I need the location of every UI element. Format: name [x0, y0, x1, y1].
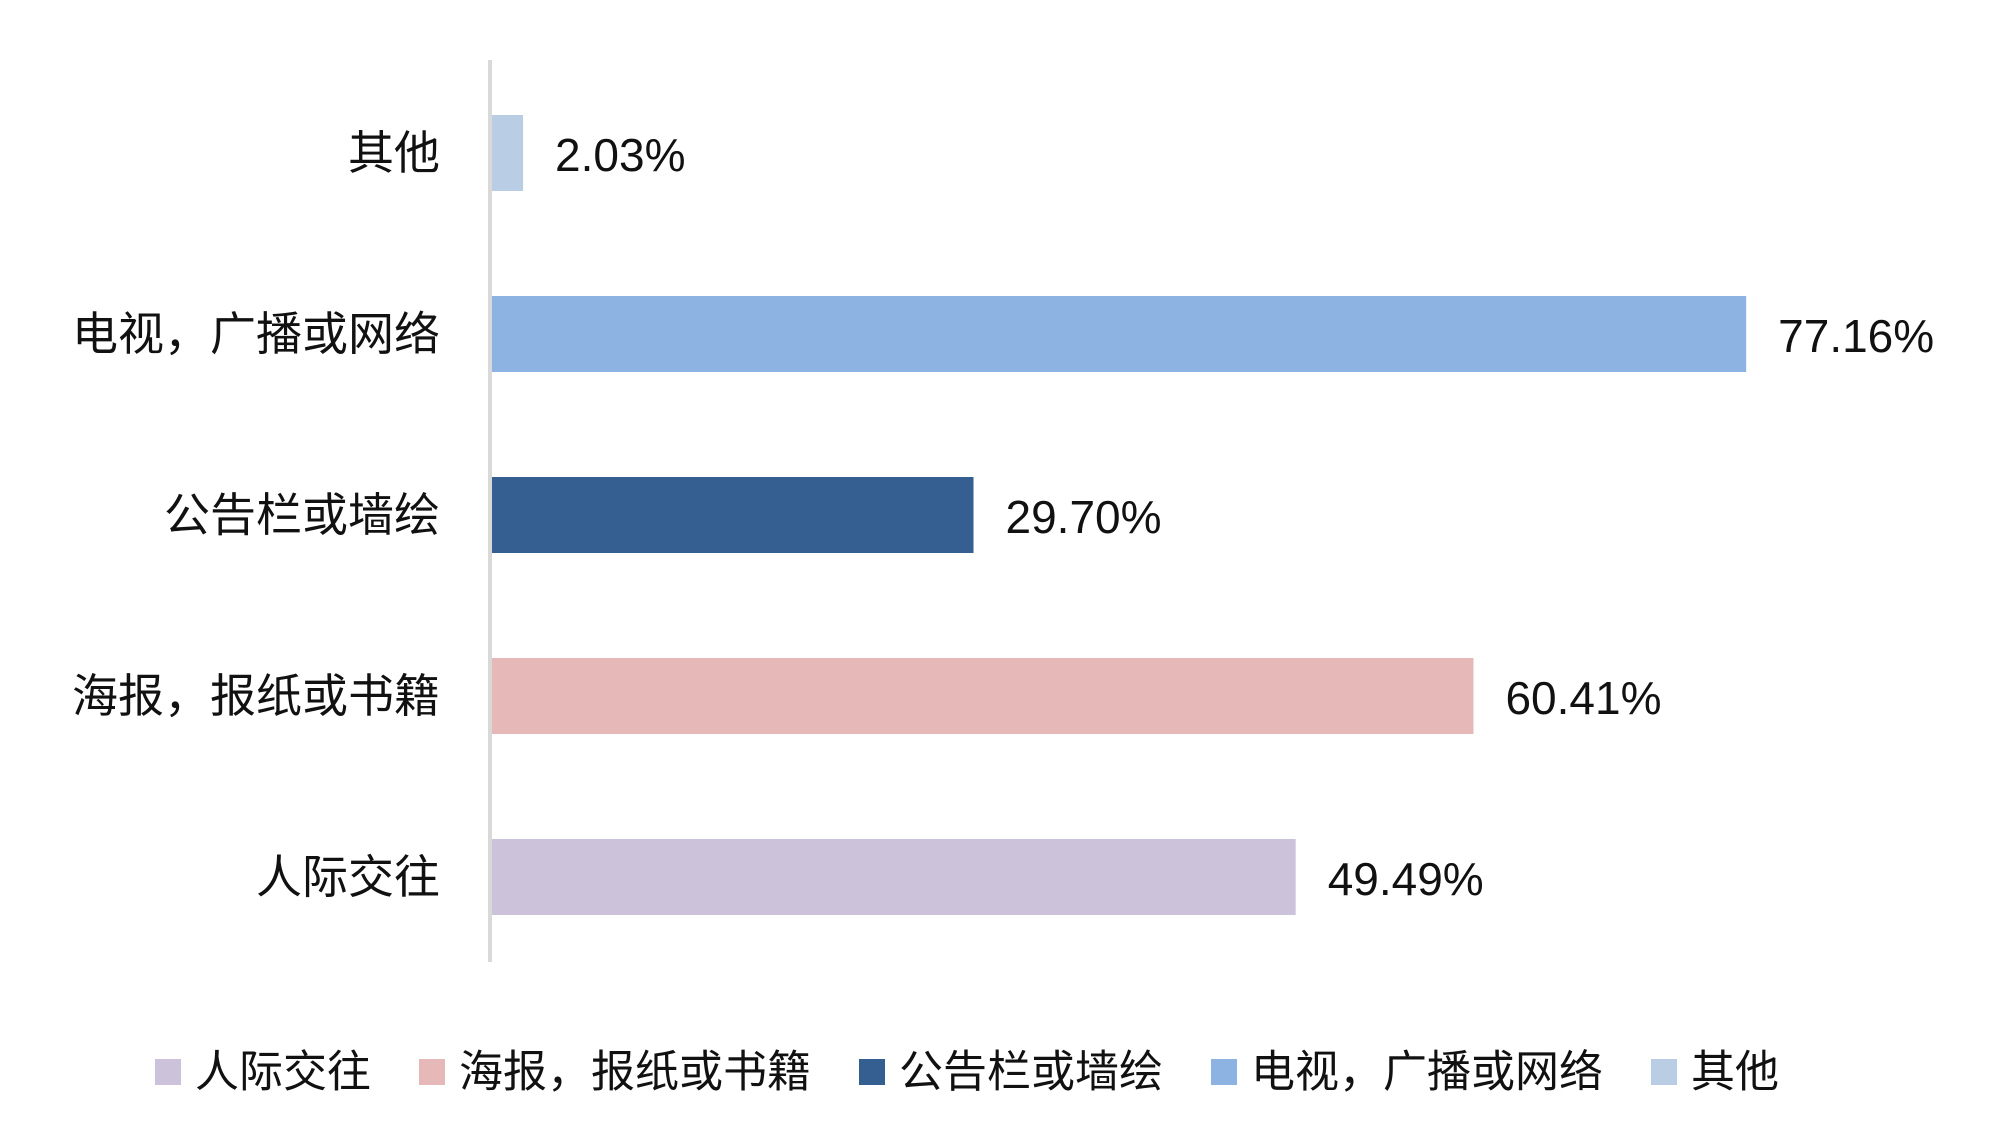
- data-label: 29.70%: [1006, 491, 1162, 543]
- category-label: 其他: [348, 126, 440, 180]
- legend-marker: [155, 1059, 181, 1085]
- category-label: 海报，报纸或书籍: [72, 669, 440, 723]
- category-label: 公告栏或墙绘: [164, 488, 440, 542]
- legend-label: 公告栏或墙绘: [899, 1047, 1163, 1098]
- legend-label: 海报，报纸或书籍: [459, 1047, 811, 1098]
- data-label: 77.16%: [1778, 310, 1934, 362]
- legend: 人际交往 海报，报纸或书籍 公告栏或墙绘 电视，广播或网络 其他: [155, 1047, 1779, 1098]
- legend-label: 人际交往: [195, 1047, 371, 1098]
- legend-marker: [859, 1059, 885, 1085]
- legend-marker: [1211, 1059, 1237, 1085]
- legend-marker: [1651, 1059, 1677, 1085]
- data-label: 49.49%: [1328, 853, 1484, 905]
- bar-3: [490, 477, 974, 553]
- category-label: 电视，广播或网络: [72, 307, 440, 361]
- legend-label: 电视，广播或网络: [1251, 1047, 1603, 1098]
- bar-4: [490, 296, 1747, 372]
- data-label: 2.03%: [555, 129, 685, 181]
- legend-marker: [419, 1059, 445, 1085]
- data-label: 60.41%: [1505, 672, 1661, 724]
- legend-label: 其他: [1691, 1047, 1779, 1098]
- bar-2: [490, 658, 1474, 734]
- bar-1: [490, 839, 1296, 915]
- bars-layer: [490, 115, 1747, 915]
- bar-5: [490, 115, 524, 191]
- labels-layer: 人际交往 49.49% 海报，报纸或书籍 60.41% 公告栏或墙绘 29.70% 电视，广…: [72, 126, 1934, 905]
- category-label: 人际交往: [256, 850, 440, 904]
